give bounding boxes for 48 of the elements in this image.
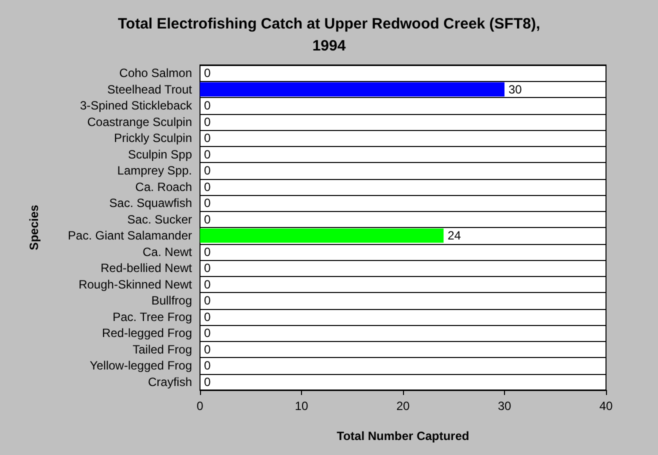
y-tick-label: Rough-Skinned Newt xyxy=(78,277,193,292)
y-tick-label: 3-Spined Stickleback xyxy=(80,98,193,113)
y-tick-label: Pac. Giant Salamander xyxy=(68,228,192,243)
y-tick-label: Sac. Sucker xyxy=(127,212,192,226)
x-tick-label: 10 xyxy=(294,399,308,413)
x-tick-label: 0 xyxy=(196,399,204,413)
y-tick-label: Sac. Squawfish xyxy=(109,196,192,210)
data-label: 0 xyxy=(204,294,211,308)
y-tick-label: Crayfish xyxy=(148,374,192,389)
y-tick-label: Red-bellied Newt xyxy=(100,261,193,276)
y-tick-label: Sculpin Spp xyxy=(128,147,192,162)
y-tick-label: Coastrange Sculpin xyxy=(87,114,192,129)
data-label: 0 xyxy=(204,342,211,356)
y-tick-label: Ca. Roach xyxy=(135,180,192,194)
x-tick-label: 40 xyxy=(599,399,613,413)
data-label: 0 xyxy=(204,131,211,146)
y-tick-label: Lamprey Spp. xyxy=(117,164,192,178)
y-tick-label: Prickly Sculpin xyxy=(114,131,192,146)
data-label: 0 xyxy=(204,374,211,389)
y-tick-label: Steelhead Trout xyxy=(107,82,193,96)
y-tick-label: Tailed Frog xyxy=(132,342,192,356)
data-label: 0 xyxy=(204,66,211,80)
y-tick-label: Ca. Newt xyxy=(142,244,193,259)
data-label: 0 xyxy=(204,244,211,259)
data-label: 0 xyxy=(204,277,211,292)
data-label: 0 xyxy=(204,180,211,194)
chart-title: Total Electrofishing Catch at Upper Redwood Creek (SFT8), 1994 xyxy=(118,16,540,54)
data-label: 0 xyxy=(204,98,211,113)
data-label: 0 xyxy=(204,196,211,210)
data-label: 0 xyxy=(204,310,211,324)
x-tick-label: 20 xyxy=(396,399,410,413)
data-label: 0 xyxy=(204,114,211,129)
y-tick-label: Yellow-legged Frog xyxy=(90,358,192,373)
y-tick-label: Coho Salmon xyxy=(119,66,192,80)
y-tick-label: Red-legged Frog xyxy=(102,326,192,340)
data-label: 0 xyxy=(204,212,211,226)
data-label: 24 xyxy=(448,228,462,243)
data-label: 0 xyxy=(204,358,211,373)
data-label: 30 xyxy=(508,82,522,96)
y-tick-label: Pac. Tree Frog xyxy=(112,310,192,324)
y-tick-label: Bullfrog xyxy=(151,294,192,308)
data-label: 0 xyxy=(204,261,211,276)
x-tick-label: 30 xyxy=(498,399,512,413)
data-label: 0 xyxy=(204,147,211,162)
data-label: 0 xyxy=(204,326,211,340)
x-axis-title: Total Number Captured xyxy=(336,429,470,443)
y-axis-title: Species xyxy=(27,204,41,250)
data-label: 0 xyxy=(204,164,211,178)
